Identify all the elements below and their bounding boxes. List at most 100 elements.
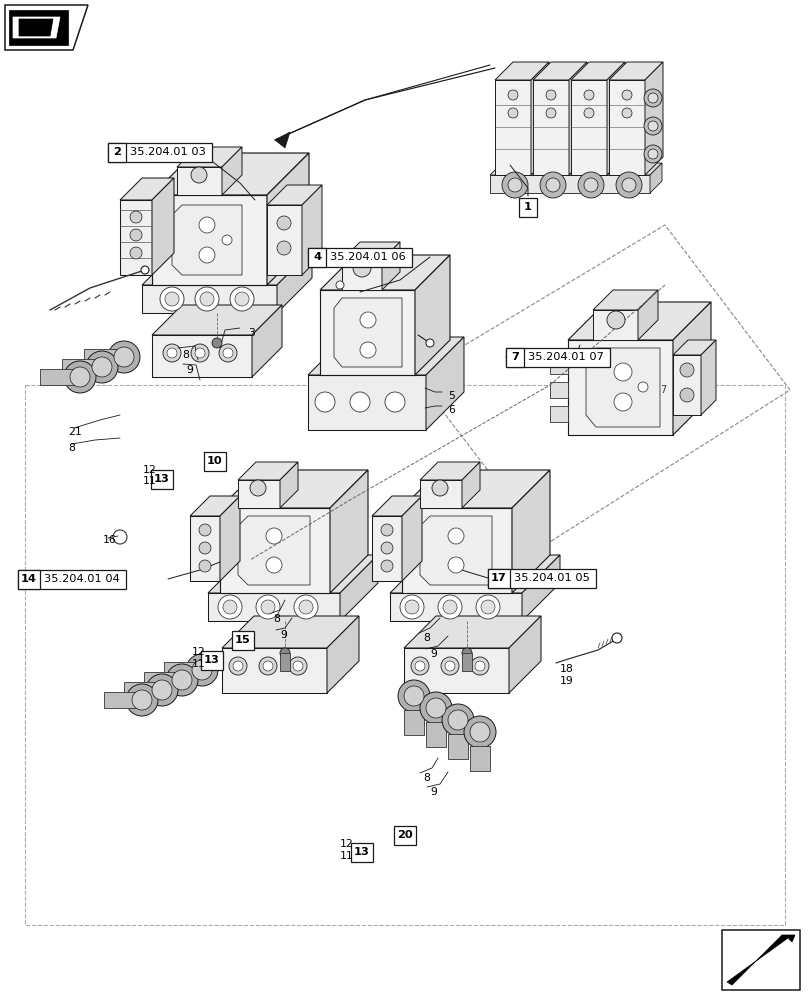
Text: 35.204.01 04: 35.204.01 04 [44,574,119,584]
Polygon shape [649,163,661,193]
Text: 8: 8 [68,443,75,453]
Polygon shape [221,616,358,648]
Polygon shape [341,260,381,290]
Circle shape [470,657,488,675]
Text: 11: 11 [191,659,205,669]
Circle shape [545,178,560,192]
Circle shape [545,108,556,118]
Polygon shape [329,470,367,593]
Circle shape [400,595,423,619]
Circle shape [266,528,281,544]
Polygon shape [120,200,152,275]
Polygon shape [569,62,586,175]
Polygon shape [267,153,309,285]
FancyBboxPatch shape [108,142,212,161]
Circle shape [380,560,393,572]
FancyBboxPatch shape [40,369,80,385]
Polygon shape [586,348,659,427]
Polygon shape [172,205,242,275]
Polygon shape [307,337,463,375]
Circle shape [621,108,631,118]
Text: 19: 19 [560,676,573,686]
Polygon shape [426,337,463,430]
Polygon shape [19,19,53,36]
Circle shape [114,347,134,367]
Circle shape [163,344,181,362]
Circle shape [384,392,405,412]
FancyBboxPatch shape [404,710,423,735]
Circle shape [679,363,693,377]
FancyBboxPatch shape [280,653,290,671]
Circle shape [146,674,178,706]
Circle shape [223,600,237,614]
Polygon shape [495,80,530,175]
Circle shape [263,661,272,671]
Circle shape [508,90,517,100]
Circle shape [195,348,204,358]
Polygon shape [592,310,637,340]
Circle shape [643,89,661,107]
Polygon shape [672,355,700,415]
Circle shape [186,654,217,686]
Polygon shape [495,62,548,80]
Circle shape [508,178,521,192]
Circle shape [92,357,112,377]
Polygon shape [419,462,479,480]
Circle shape [380,542,393,554]
Circle shape [611,633,621,643]
Polygon shape [120,178,174,200]
Circle shape [480,600,495,614]
FancyBboxPatch shape [124,682,162,698]
Circle shape [64,361,96,393]
Polygon shape [280,462,298,508]
FancyBboxPatch shape [461,653,471,671]
Circle shape [426,339,433,347]
Polygon shape [401,508,512,593]
FancyBboxPatch shape [62,359,102,375]
Circle shape [108,341,139,373]
Polygon shape [320,255,449,290]
Circle shape [616,172,642,198]
Circle shape [336,281,344,289]
FancyBboxPatch shape [201,650,223,670]
Circle shape [448,710,467,730]
Circle shape [234,292,249,306]
FancyBboxPatch shape [144,672,182,688]
Polygon shape [371,516,401,581]
Circle shape [277,216,290,230]
Circle shape [255,595,280,619]
Circle shape [199,542,211,554]
Circle shape [441,704,474,736]
Polygon shape [700,340,715,415]
Circle shape [647,149,657,159]
Polygon shape [177,147,242,167]
Text: 10: 10 [207,456,222,466]
Polygon shape [142,250,311,285]
Circle shape [199,560,211,572]
Circle shape [280,648,290,658]
Polygon shape [190,516,220,581]
FancyBboxPatch shape [393,826,415,844]
Text: 35.204.01 03: 35.204.01 03 [130,147,206,157]
Polygon shape [401,496,422,581]
Polygon shape [5,5,88,50]
Polygon shape [508,616,540,693]
Circle shape [621,90,631,100]
FancyBboxPatch shape [232,631,254,650]
Polygon shape [672,302,710,435]
FancyBboxPatch shape [108,142,126,161]
Polygon shape [532,62,586,80]
Polygon shape [267,205,302,275]
Circle shape [583,178,597,192]
Text: 13: 13 [204,655,220,665]
Circle shape [353,259,371,277]
FancyBboxPatch shape [487,568,595,587]
Circle shape [613,363,631,381]
Circle shape [637,382,647,392]
Text: 4: 4 [312,252,320,262]
Text: 11: 11 [340,851,354,861]
Text: 1: 1 [523,202,531,212]
Circle shape [199,247,215,263]
FancyBboxPatch shape [721,930,799,990]
Circle shape [405,600,418,614]
